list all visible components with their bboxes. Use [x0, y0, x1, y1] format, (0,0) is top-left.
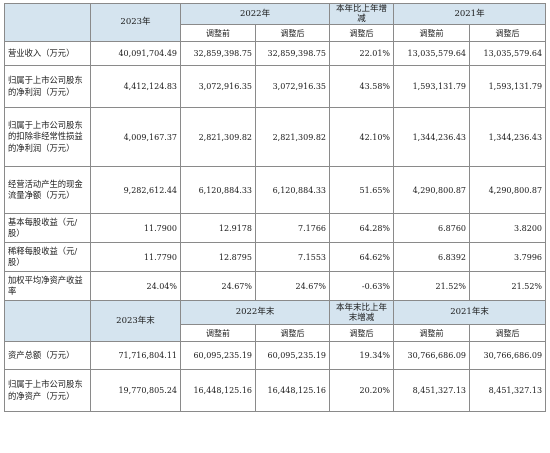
value-2022-after: 6,120,884.33 [254, 166, 331, 214]
value-change: 64.62% [329, 242, 395, 272]
value-change: 43.58% [329, 65, 395, 108]
row-label: 归属于上市公司股东的净利润（万元） [4, 65, 91, 108]
table-row: 归属于上市公司股东的净资产（万元） 19,770,805.24 16,448,1… [4, 369, 547, 412]
value-2021-before: 6.8760 [393, 213, 471, 243]
value-2022-before: 2,821,309.82 [180, 107, 256, 167]
row-label: 归属于上市公司股东的扣除非经常性损益的净利润（万元） [4, 107, 91, 167]
value-2022-before: 24.67% [180, 271, 256, 301]
row-label: 加权平均净资产收益率 [4, 271, 91, 301]
table-row: 基本每股收益（元/股） 11.7900 12.9178 7.1766 64.28… [4, 213, 547, 243]
financial-summary: 2023年 2022年 本年比上年增减 2021年 调整前 调整后 调整后 调整… [4, 3, 547, 412]
value-2021-after: 8,451,327.13 [469, 369, 547, 412]
value-2023: 4,412,124.83 [90, 65, 181, 108]
value-change: 42.10% [329, 107, 395, 167]
header-2023: 2023年 [90, 3, 181, 42]
value-2021-before: 8,451,327.13 [393, 369, 471, 412]
value-change: 20.20% [329, 369, 395, 412]
value-2021-after: 13,035,579.64 [469, 41, 547, 66]
value-2022-before: 3,072,916.35 [180, 65, 256, 108]
table-row: 经营活动产生的现金流量净额（万元） 9,282,612.44 6,120,884… [4, 166, 547, 214]
header-2021: 2021年 [393, 3, 547, 25]
subheader-2022-after: 调整后 [254, 24, 331, 42]
value-2021-before: 6.8392 [393, 242, 471, 272]
subheader-2021-before: 调整前 [393, 24, 471, 42]
table-row: 资产总额（万元） 71,716,804.11 60,095,235.19 60,… [4, 341, 547, 370]
value-2022-before: 16,448,125.16 [180, 369, 256, 412]
subheader-change-after: 调整后 [329, 324, 395, 342]
value-2023: 9,282,612.44 [90, 166, 181, 214]
table-row: 加权平均净资产收益率 24.04% 24.67% 24.67% -0.63% 2… [4, 271, 547, 301]
section2-subheader-row: 调整前 调整后 调整后 调整前 调整后 [5, 324, 547, 342]
value-2022-before: 60,095,235.19 [180, 341, 256, 370]
row-label: 基本每股收益（元/股） [4, 213, 91, 243]
value-2022-before: 12.9178 [180, 213, 256, 243]
table-row: 归属于上市公司股东的净利润（万元） 4,412,124.83 3,072,916… [4, 65, 547, 108]
value-2022-before: 6,120,884.33 [180, 166, 256, 214]
subheader-change-after: 调整后 [329, 24, 395, 42]
value-2023: 24.04% [90, 271, 181, 301]
value-2023: 71,716,804.11 [90, 341, 181, 370]
value-2022-after: 7.1553 [254, 242, 331, 272]
header-change-end: 本年末比上年末增减 [329, 300, 395, 325]
subheader-2022-before: 调整前 [180, 324, 256, 342]
header-2021-end: 2021年末 [393, 300, 547, 325]
value-2021-after: 1,593,131.79 [469, 65, 547, 108]
table-row: 营业收入（万元） 40,091,704.49 32,859,398.75 32,… [4, 41, 547, 66]
header-2022: 2022年 [179, 3, 331, 25]
value-2021-after: 3.8200 [469, 213, 547, 243]
value-2021-after: 21.52% [469, 271, 547, 301]
value-change: 19.34% [329, 341, 395, 370]
value-2021-before: 30,766,686.09 [393, 341, 471, 370]
value-2023: 40,091,704.49 [90, 41, 181, 66]
value-2023: 11.7790 [90, 242, 181, 272]
section2-header-row: 2023年末 2022年末 本年末比上年末增减 2021年末 [4, 300, 547, 342]
row-label: 营业收入（万元） [4, 41, 91, 66]
subheader-2021-after: 调整后 [469, 324, 547, 342]
value-2021-before: 1,593,131.79 [393, 65, 471, 108]
table-row: 归属于上市公司股东的扣除非经常性损益的净利润（万元） 4,009,167.37 … [4, 107, 547, 167]
subheader-2022-before: 调整前 [180, 24, 256, 42]
value-2022-after: 32,859,398.75 [254, 41, 331, 66]
value-2021-after: 30,766,686.09 [469, 341, 547, 370]
row-label: 资产总额（万元） [4, 341, 91, 370]
value-2022-after: 24.67% [254, 271, 331, 301]
value-2021-before: 13,035,579.64 [393, 41, 471, 66]
value-2022-after: 60,095,235.19 [254, 341, 331, 370]
value-change: -0.63% [329, 271, 395, 301]
value-2021-before: 21.52% [393, 271, 471, 301]
corner-cell [4, 3, 91, 42]
value-2023: 19,770,805.24 [90, 369, 181, 412]
value-2022-after: 16,448,125.16 [254, 369, 331, 412]
value-2022-after: 7.1766 [254, 213, 331, 243]
value-2021-before: 1,344,236.43 [393, 107, 471, 167]
value-2022-after: 2,821,309.82 [254, 107, 331, 167]
value-change: 64.28% [329, 213, 395, 243]
value-2021-after: 1,344,236.43 [469, 107, 547, 167]
header-2022-end: 2022年末 [179, 300, 331, 325]
table-row: 稀释每股收益（元/股） 11.7790 12.8795 7.1553 64.62… [4, 242, 547, 272]
financial-table: 2023年 2022年 本年比上年增减 2021年 调整前 调整后 调整后 调整… [4, 3, 547, 412]
section1-header-row: 2023年 2022年 本年比上年增减 2021年 [4, 3, 547, 42]
value-change: 22.01% [329, 41, 395, 66]
value-change: 51.65% [329, 166, 395, 214]
row-label: 稀释每股收益（元/股） [4, 242, 91, 272]
header-change: 本年比上年增减 [329, 3, 395, 25]
subheader-2021-before: 调整前 [393, 324, 471, 342]
value-2023: 11.7900 [90, 213, 181, 243]
value-2022-after: 3,072,916.35 [254, 65, 331, 108]
value-2022-before: 32,859,398.75 [180, 41, 256, 66]
subheader-2022-after: 调整后 [254, 324, 331, 342]
row-label: 经营活动产生的现金流量净额（万元） [4, 166, 91, 214]
value-2021-after: 4,290,800.87 [469, 166, 547, 214]
value-2021-after: 3.7996 [469, 242, 547, 272]
header-2023-end: 2023年末 [90, 300, 181, 342]
value-2021-before: 4,290,800.87 [393, 166, 471, 214]
subheader-2021-after: 调整后 [469, 24, 547, 42]
value-2023: 4,009,167.37 [90, 107, 181, 167]
value-2022-before: 12.8795 [180, 242, 256, 272]
corner-cell [4, 300, 91, 342]
row-label: 归属于上市公司股东的净资产（万元） [4, 369, 91, 412]
